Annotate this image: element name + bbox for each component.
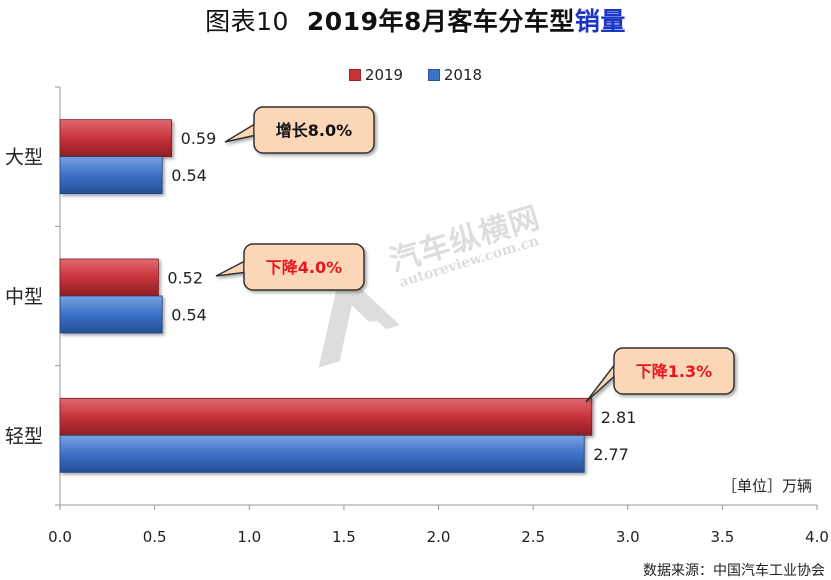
x-tick-label: 2.0 [427,528,451,546]
legend-swatch-2018 [427,69,440,81]
data-label: 0.59 [181,129,217,148]
callout-box [253,106,375,154]
legend: 2019 2018 [0,66,831,85]
data-label: 2.77 [593,445,629,464]
x-tick-label: 3.5 [710,528,734,546]
bar-2018-2 [59,434,585,473]
chart-title-label: 图表10 [205,7,289,36]
callout-join [614,366,618,376]
callout-1 [215,243,365,291]
bar-2019-1 [59,258,159,297]
callout-pointer [585,363,615,403]
data-label: 2.81 [601,408,637,427]
callout-box [243,243,365,291]
callout-join [244,262,248,272]
y-category-label: 轻型 [5,425,43,447]
callout-box [613,347,735,395]
y-category-label: 中型 [5,286,43,308]
data-label: 0.52 [167,269,203,288]
callout-text: 增长8.0% [276,121,352,140]
source-note: 数据来源：中国汽车工业协会 [643,563,825,579]
chart-title-highlight: 销量 [574,7,626,36]
legend-swatch-2019 [348,69,361,81]
x-tick-label: 2.5 [521,528,545,546]
callout-text: 下降4.0% [266,258,342,277]
data-labels: 0.59 0.54 0.52 0.54 2.81 2.77 [167,129,636,464]
legend-item-2019: 2019 [348,66,404,84]
legend-label-2018: 2018 [443,66,483,84]
x-tick-label: 1.0 [237,528,261,546]
callouts: 增长8.0% 下降4.0% 下降1.3% [215,106,735,403]
callout-pointer [215,260,245,277]
chart-title-main: 2019年8月客车分车型 [306,7,575,36]
bar-2019-2 [59,397,593,436]
x-tick-label: 0.5 [143,528,167,546]
callout-text: 下降1.3% [636,362,712,381]
callout-2 [585,347,735,403]
legend-label-2019: 2019 [364,66,404,84]
callout-0 [224,106,375,154]
data-label: 0.54 [171,306,207,325]
bar-2018-0 [59,156,163,195]
unit-label: ［单位］万辆 [722,477,813,495]
data-label: 0.54 [171,166,207,185]
chart-title: 图表10 2019年8月客车分车型销量 [0,2,831,38]
bars [59,119,593,473]
callout-join [254,125,258,135]
callout-pointer [224,123,255,143]
x-tick-label: 1.5 [332,528,356,546]
x-tick-label: 4.0 [805,528,829,546]
y-category-label: 大型 [5,147,43,169]
bar-2018-1 [59,295,163,334]
bar-2019-0 [59,119,173,158]
x-tick-label: 3.0 [616,528,640,546]
legend-item-2018: 2018 [427,66,483,84]
x-tick-label: 0.0 [48,528,72,546]
